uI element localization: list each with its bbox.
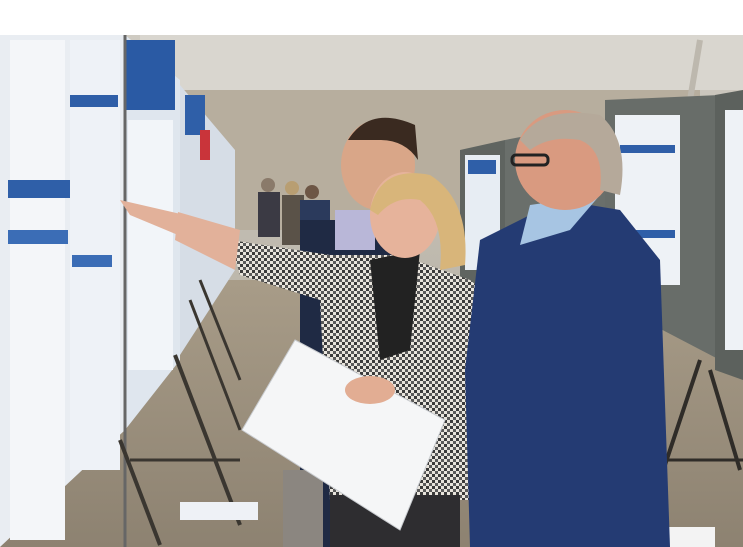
top-band [0, 0, 743, 35]
left-poster-boards [0, 35, 258, 547]
person-man-front [465, 110, 670, 547]
papers [241, 339, 446, 531]
